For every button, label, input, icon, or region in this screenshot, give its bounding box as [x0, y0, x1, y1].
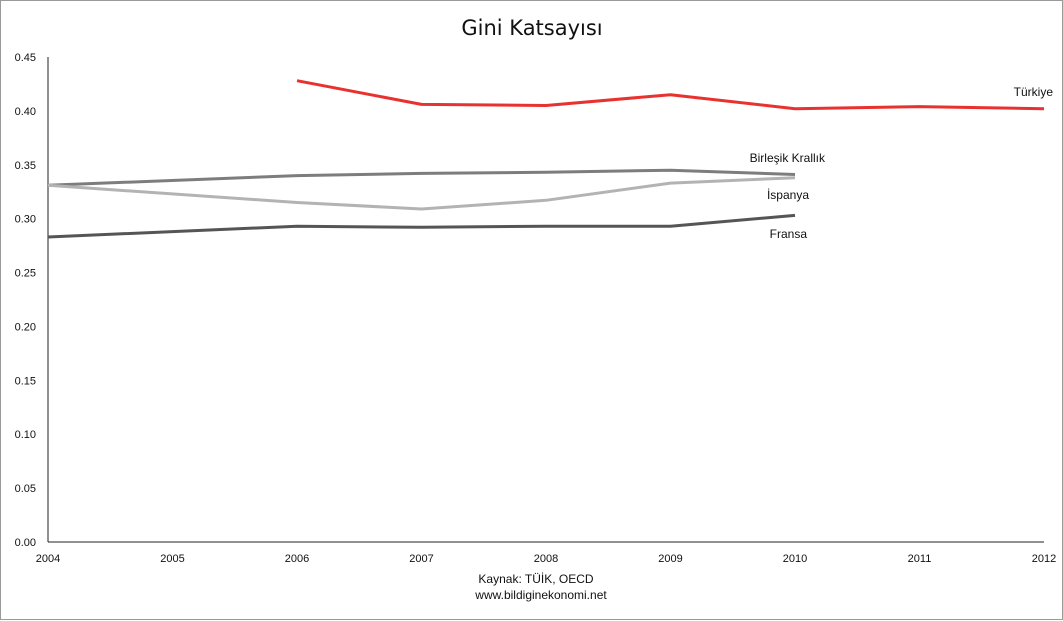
y-tick-label: 0.30 [15, 214, 36, 226]
y-tick-label: 0.00 [15, 537, 36, 549]
y-tick-label: 0.35 [15, 160, 36, 172]
series-label-fransa: Fransa [770, 227, 808, 241]
series-lines [47, 79, 1045, 239]
x-tick-label: 2007 [409, 553, 433, 565]
x-tick-label: 2009 [658, 553, 682, 565]
series-line-0 [296, 79, 1045, 111]
series-line-1 [47, 168, 796, 187]
x-tick-label: 2008 [534, 553, 558, 565]
y-ticks: 0.00 0.05 0.10 0.15 0.20 0.25 0.30 0.35 0.40 0.45 [15, 52, 36, 549]
website-text: www.bildiginekonomi.net [474, 588, 607, 602]
x-tick-label: 2006 [285, 553, 309, 565]
y-tick-label: 0.20 [15, 321, 36, 333]
x-tick-label: 2004 [36, 553, 60, 565]
y-tick-label: 0.25 [15, 268, 36, 280]
chart-title: Gini Katsayısı [461, 16, 602, 40]
series-label-ispanya: İspanya [767, 188, 809, 202]
series-line-3 [47, 213, 796, 239]
series-label-birlesik-krallik: Birleşik Krallık [750, 151, 826, 165]
x-tick-label: 2010 [783, 553, 807, 565]
source-text: Kaynak: TÜİK, OECD [478, 572, 593, 586]
x-tick-label: 2011 [908, 553, 932, 565]
x-tick-label: 2012 [1032, 553, 1056, 565]
series-line-2 [47, 176, 796, 211]
y-tick-label: 0.10 [15, 429, 36, 441]
x-tick-label: 2005 [160, 553, 184, 565]
x-ticks: 2004 2005 2006 2007 2008 2009 2010 2011 2012 [36, 553, 1056, 565]
y-tick-label: 0.45 [15, 52, 36, 64]
y-tick-label: 0.05 [15, 483, 36, 495]
y-tick-label: 0.15 [15, 375, 36, 387]
series-label-turkiye: Türkiye [1014, 85, 1054, 99]
y-tick-label: 0.40 [15, 106, 36, 118]
